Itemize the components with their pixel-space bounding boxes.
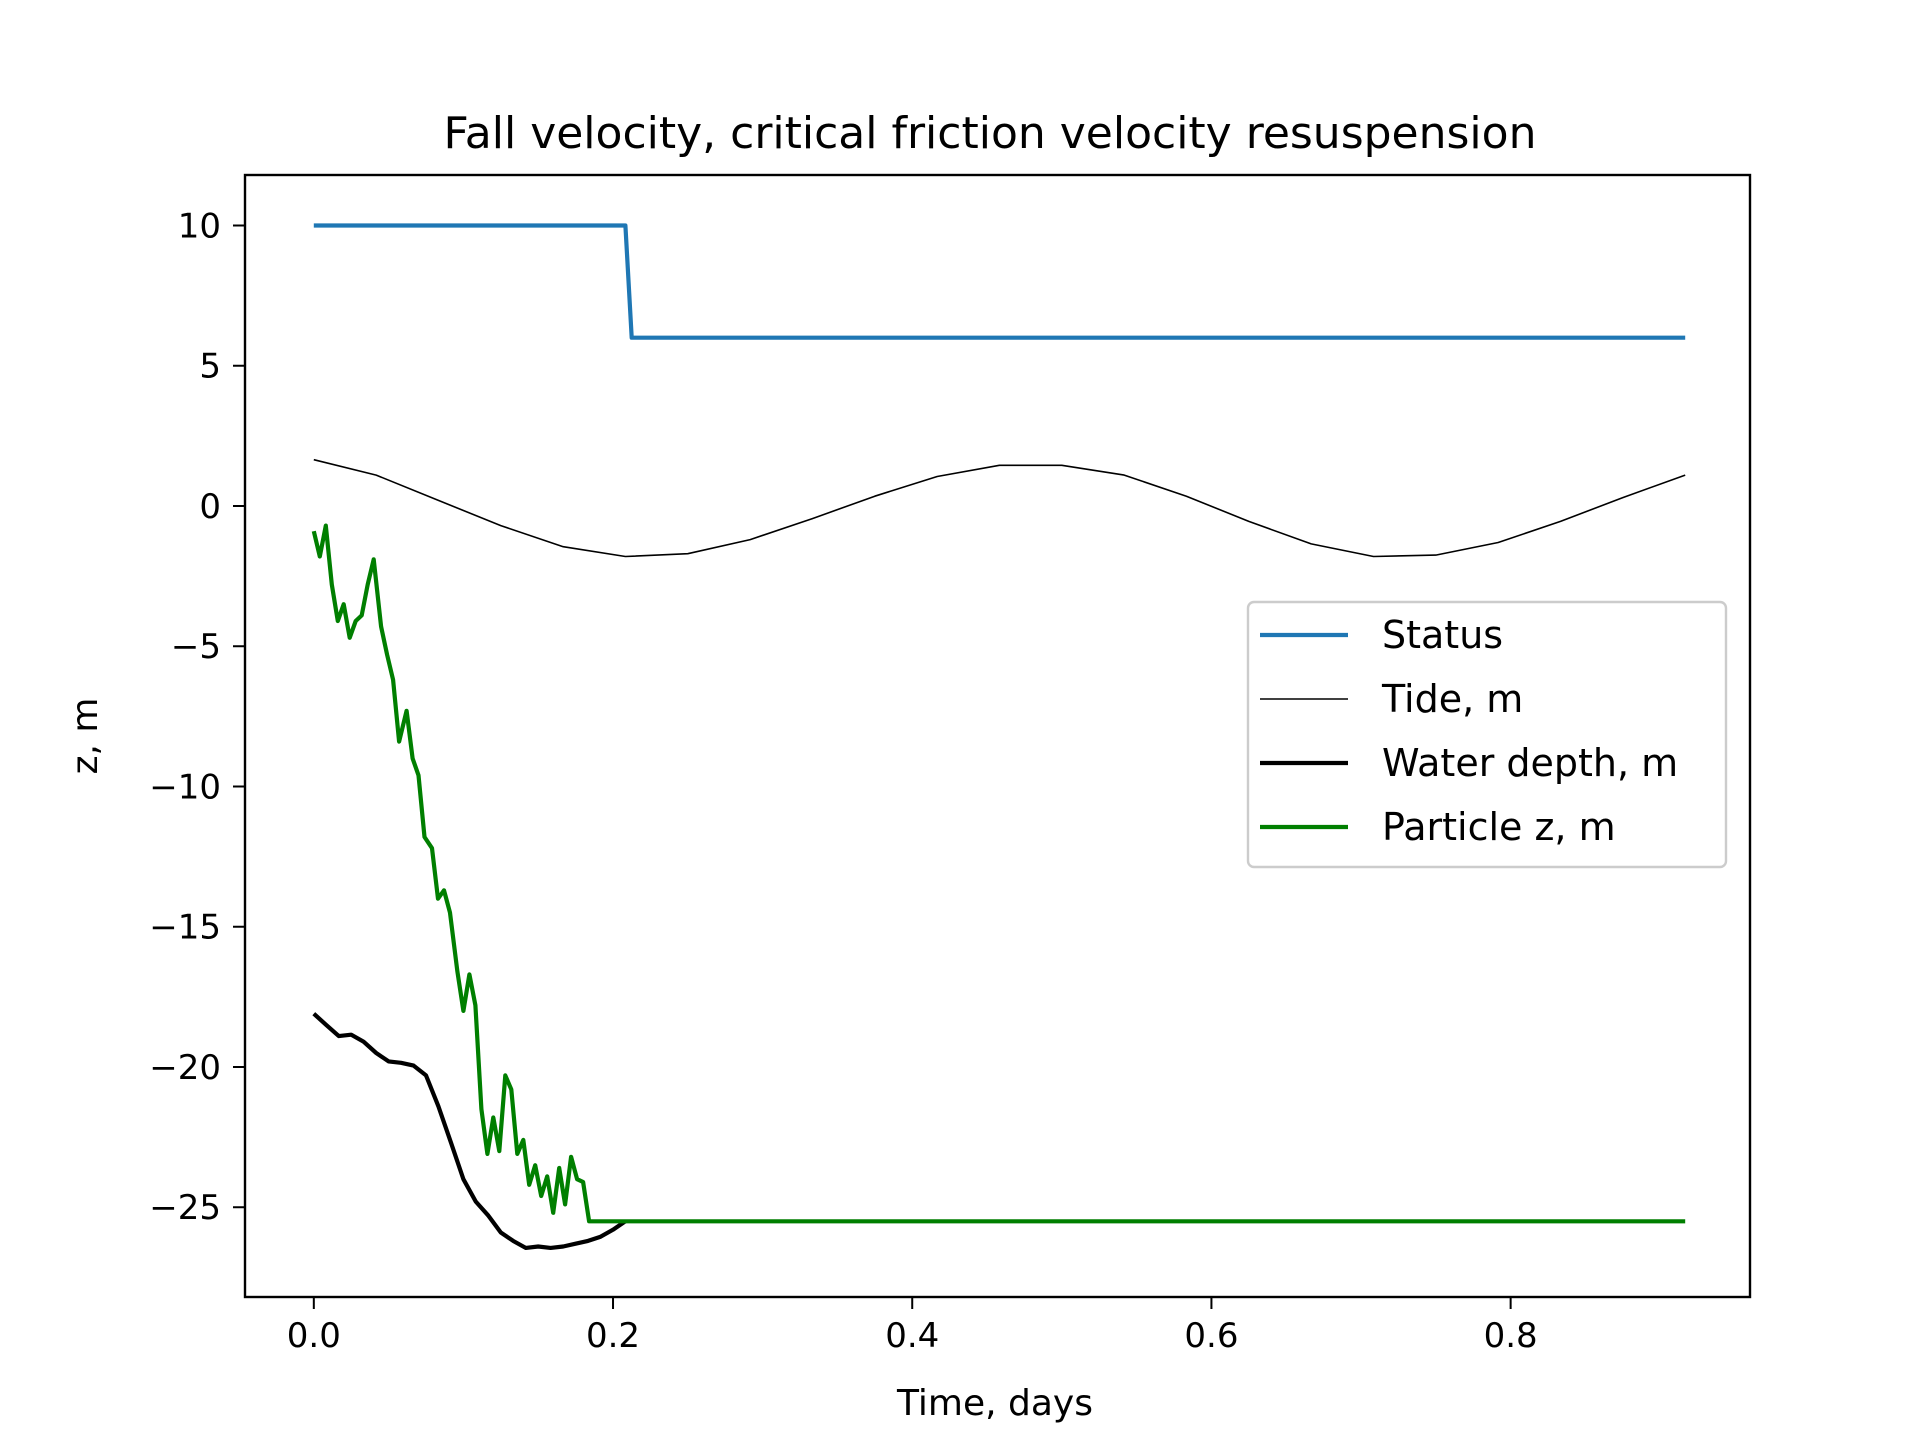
series-layer bbox=[311, 223, 1686, 1251]
legend-label-tide-m: Tide, m bbox=[1381, 677, 1523, 721]
legend-frame bbox=[1246, 600, 1728, 869]
y-tick-label: 0 bbox=[199, 487, 221, 527]
x-axis: 0.0 0.2 0.4 0.6 0.8 bbox=[287, 1297, 1538, 1356]
y-tick-label: 5 bbox=[199, 347, 221, 387]
x-tick-label: 0.8 bbox=[1484, 1316, 1538, 1356]
chart-title: Fall velocity, critical friction velocit… bbox=[444, 108, 1537, 159]
series-line-particle-z-m bbox=[311, 523, 1686, 1224]
y-axis: 10 5 0 −5 −10 −15 −20 −25 bbox=[149, 206, 245, 1228]
x-tick-label: 0.4 bbox=[885, 1316, 939, 1356]
legend-label-water-depth-m: Water depth, m bbox=[1382, 741, 1678, 785]
legend-label-particle-z-m: Particle z, m bbox=[1382, 805, 1616, 849]
x-tick-label: 0.0 bbox=[287, 1316, 341, 1356]
y-tick-label: 10 bbox=[178, 206, 221, 246]
y-tick-label: −15 bbox=[149, 908, 221, 948]
x-tick-label: 0.2 bbox=[586, 1316, 640, 1356]
y-tick-label: −5 bbox=[171, 627, 221, 667]
y-tick-label: −20 bbox=[149, 1048, 221, 1088]
legend-label-status: Status bbox=[1382, 613, 1503, 657]
series-line-tide-m bbox=[313, 458, 1686, 558]
x-axis-label: Time, days bbox=[896, 1383, 1093, 1424]
y-axis-label: z, m bbox=[65, 698, 106, 775]
x-tick-label: 0.6 bbox=[1184, 1316, 1238, 1356]
legend: Status Tide, m Water depth, m Particle z, m bbox=[1246, 600, 1728, 869]
y-tick-label: −10 bbox=[149, 767, 221, 807]
y-tick-label: −25 bbox=[149, 1188, 221, 1228]
plot-area-frame bbox=[243, 173, 1752, 1299]
series-line-status bbox=[313, 223, 1686, 340]
series-line-water-depth-m bbox=[312, 1012, 627, 1251]
